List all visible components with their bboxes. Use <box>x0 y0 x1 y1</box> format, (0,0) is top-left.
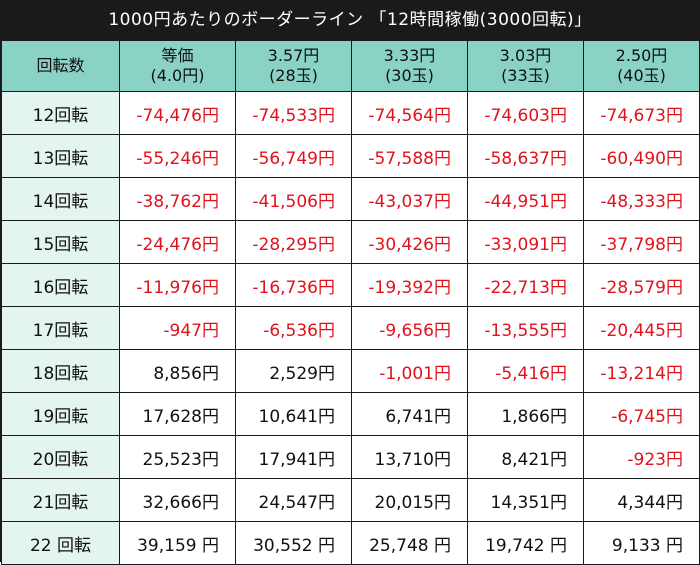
value-cell: -13,214円 <box>583 349 700 393</box>
value-cell: -33,091円 <box>467 220 584 264</box>
table-body: 12回転 -74,476円 -74,533円 -74,564円 -74,603円 -74,… <box>1 91 700 565</box>
value-cell: -22,713円 <box>467 263 584 307</box>
value-cell: -74,533円 <box>235 91 352 135</box>
value-cell: -41,506円 <box>235 177 352 221</box>
value-cell: 9,133 円 <box>583 521 700 565</box>
value-cell: 25,523円 <box>119 435 236 479</box>
value-cell: -48,333円 <box>583 177 700 221</box>
value-cell: 13,710円 <box>351 435 468 479</box>
value-cell: 25,748 円 <box>351 521 468 565</box>
value-cell: -923円 <box>583 435 700 479</box>
header-col-3-balls: (33玉) <box>501 66 550 85</box>
header-col-4-rate: 2.50円 <box>615 46 668 65</box>
header-col-3: 3.03円 (33玉) <box>467 40 584 92</box>
value-cell: -74,603円 <box>467 91 584 135</box>
header-col-2-balls: (30玉) <box>385 66 434 85</box>
border-line-table: 回転数 等価 (4.0円) 3.57円 (28玉) 3.33円 (30玉) 3.… <box>1 40 700 565</box>
table-row: 13回転 -55,246円 -56,749円 -57,588円 -58,637円 -60,… <box>1 134 700 178</box>
table-title: 1000円あたりのボーダーライン 「12時間稼働(3000回転)」 <box>108 10 592 30</box>
header-spin-count: 回転数 <box>1 40 120 92</box>
header-row: 回転数 等価 (4.0円) 3.57円 (28玉) 3.33円 (30玉) 3.… <box>1 40 700 92</box>
value-cell: 39,159 円 <box>119 521 236 565</box>
value-cell: 4,344円 <box>583 478 700 522</box>
value-cell: -55,246円 <box>119 134 236 178</box>
value-cell: -60,490円 <box>583 134 700 178</box>
row-spin-label: 22 回転 <box>1 521 120 565</box>
value-cell: 30,552 円 <box>235 521 352 565</box>
header-col-0-balls: (4.0円) <box>150 66 205 85</box>
value-cell: -58,637円 <box>467 134 584 178</box>
row-spin-label: 16回転 <box>1 263 120 307</box>
value-cell: -44,951円 <box>467 177 584 221</box>
value-cell: -5,416円 <box>467 349 584 393</box>
value-cell: 32,666円 <box>119 478 236 522</box>
value-cell: 17,628円 <box>119 392 236 436</box>
value-cell: -56,749円 <box>235 134 352 178</box>
row-spin-label: 13回転 <box>1 134 120 178</box>
table-row: 18回転 8,856円 2,529円 -1,001円 -5,416円 -13,214円 <box>1 349 700 393</box>
header-col-4: 2.50円 (40玉) <box>583 40 700 92</box>
row-spin-label: 20回転 <box>1 435 120 479</box>
header-col-1-rate: 3.57円 <box>267 46 320 65</box>
value-cell: 8,856円 <box>119 349 236 393</box>
table-row: 14回転 -38,762円 -41,506円 -43,037円 -44,951円 -48,… <box>1 177 700 221</box>
value-cell: 6,741円 <box>351 392 468 436</box>
value-cell: -20,445円 <box>583 306 700 350</box>
table-row: 16回転 -11,976円 -16,736円 -19,392円 -22,713円 -28,… <box>1 263 700 307</box>
value-cell: 24,547円 <box>235 478 352 522</box>
value-cell: 1,866円 <box>467 392 584 436</box>
value-cell: 20,015円 <box>351 478 468 522</box>
value-cell: 8,421円 <box>467 435 584 479</box>
row-spin-label: 15回転 <box>1 220 120 264</box>
value-cell: -6,745円 <box>583 392 700 436</box>
value-cell: 2,529円 <box>235 349 352 393</box>
table-row: 12回転 -74,476円 -74,533円 -74,564円 -74,603円 -74,… <box>1 91 700 135</box>
table-row: 17回転 -947円 -6,536円 -9,656円 -13,555円 -20,445円 <box>1 306 700 350</box>
value-cell: 10,641円 <box>235 392 352 436</box>
table-row: 19回転 17,628円 10,641円 6,741円 1,866円 -6,745円 <box>1 392 700 436</box>
value-cell: -74,673円 <box>583 91 700 135</box>
row-spin-label: 21回転 <box>1 478 120 522</box>
value-cell: -1,001円 <box>351 349 468 393</box>
value-cell: -57,588円 <box>351 134 468 178</box>
value-cell: -11,976円 <box>119 263 236 307</box>
value-cell: -74,476円 <box>119 91 236 135</box>
value-cell: -24,476円 <box>119 220 236 264</box>
row-spin-label: 18回転 <box>1 349 120 393</box>
header-col-0: 等価 (4.0円) <box>119 40 236 92</box>
table-row: 20回転 25,523円 17,941円 13,710円 8,421円 -923円 <box>1 435 700 479</box>
row-spin-label: 17回転 <box>1 306 120 350</box>
table-row: 15回転 -24,476円 -28,295円 -30,426円 -33,091円 -37,… <box>1 220 700 264</box>
row-spin-label: 12回転 <box>1 91 120 135</box>
value-cell: -19,392円 <box>351 263 468 307</box>
value-cell: 17,941円 <box>235 435 352 479</box>
value-cell: -28,295円 <box>235 220 352 264</box>
value-cell: -28,579円 <box>583 263 700 307</box>
value-cell: -38,762円 <box>119 177 236 221</box>
table-row: 22 回転 39,159 円 30,552 円 25,748 円 19,742 円 9,1… <box>1 521 700 565</box>
value-cell: -9,656円 <box>351 306 468 350</box>
table-row: 21回転 32,666円 24,547円 20,015円 14,351円 4,344円 <box>1 478 700 522</box>
value-cell: 19,742 円 <box>467 521 584 565</box>
value-cell: 14,351円 <box>467 478 584 522</box>
header-col-1: 3.57円 (28玉) <box>235 40 352 92</box>
value-cell: -37,798円 <box>583 220 700 264</box>
value-cell: -6,536円 <box>235 306 352 350</box>
row-spin-label: 19回転 <box>1 392 120 436</box>
value-cell: -74,564円 <box>351 91 468 135</box>
value-cell: -30,426円 <box>351 220 468 264</box>
row-spin-label: 14回転 <box>1 177 120 221</box>
value-cell: -16,736円 <box>235 263 352 307</box>
header-col-3-rate: 3.03円 <box>499 46 552 65</box>
value-cell: -13,555円 <box>467 306 584 350</box>
header-col-1-balls: (28玉) <box>269 66 318 85</box>
header-col-4-balls: (40玉) <box>617 66 666 85</box>
header-col-2: 3.33円 (30玉) <box>351 40 468 92</box>
header-col-2-rate: 3.33円 <box>383 46 436 65</box>
value-cell: -43,037円 <box>351 177 468 221</box>
value-cell: -947円 <box>119 306 236 350</box>
header-col-0-rate: 等価 <box>161 46 194 65</box>
